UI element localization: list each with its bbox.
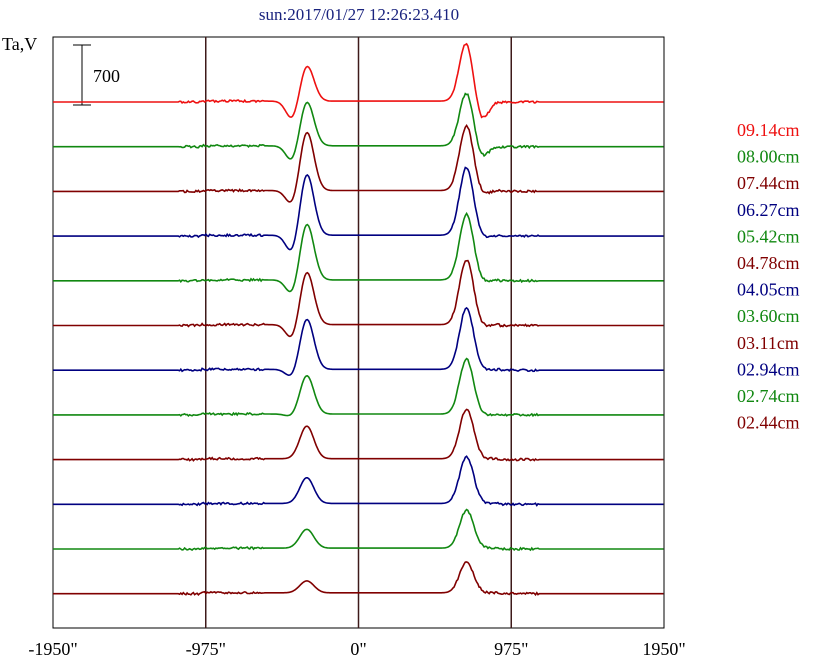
trace-06.27cm: [53, 166, 664, 251]
trace-04.05cm: [53, 306, 664, 377]
trace-02.94cm: [53, 455, 664, 507]
trace-02.74cm: [53, 508, 664, 552]
y-axis-label: Ta,V: [2, 34, 37, 54]
x-tick-label: -975": [186, 639, 226, 659]
legend-entry: 08.00cm: [737, 147, 800, 167]
x-tick-label: -1950": [28, 639, 77, 659]
legend-entry: 02.74cm: [737, 386, 800, 406]
legend-entry: 03.60cm: [737, 306, 800, 326]
x-tick-label: 0": [350, 639, 366, 659]
legend-entry: 06.27cm: [737, 200, 800, 220]
legend-entry: 04.78cm: [737, 253, 800, 273]
scale-bar-label: 700: [93, 66, 120, 86]
legend-entry: 04.05cm: [737, 280, 800, 300]
trace-03.11cm: [53, 408, 664, 462]
x-tick-label: 1950": [642, 639, 685, 659]
trace-05.42cm: [53, 211, 664, 293]
legend-entry: 03.11cm: [737, 333, 799, 353]
trace-03.60cm: [53, 357, 664, 418]
legend-entry: 05.42cm: [737, 226, 800, 246]
trace-04.78cm: [53, 259, 664, 338]
legend-entry: 09.14cm: [737, 120, 800, 140]
vertical-reference-lines: [205, 37, 512, 628]
traces: [53, 42, 664, 597]
scale-bar: 700: [73, 44, 120, 106]
trace-08.00cm: [53, 92, 664, 160]
trace-07.44cm: [53, 124, 664, 203]
x-tick-label: 975": [494, 639, 528, 659]
trace-02.44cm: [53, 561, 664, 597]
legend-entry: 02.94cm: [737, 359, 800, 379]
trace-09.14cm: [53, 42, 664, 119]
x-tick-labels: -1950" -975" 0" 975" 1950": [28, 639, 685, 659]
chart-title: sun:2017/01/27 12:26:23.410: [259, 5, 459, 24]
legend: 09.14cm 08.00cm 07.44cm 06.27cm 05.42cm 04.78…: [737, 120, 800, 433]
legend-entry: 07.44cm: [737, 173, 800, 193]
legend-entry: 02.44cm: [737, 413, 800, 433]
